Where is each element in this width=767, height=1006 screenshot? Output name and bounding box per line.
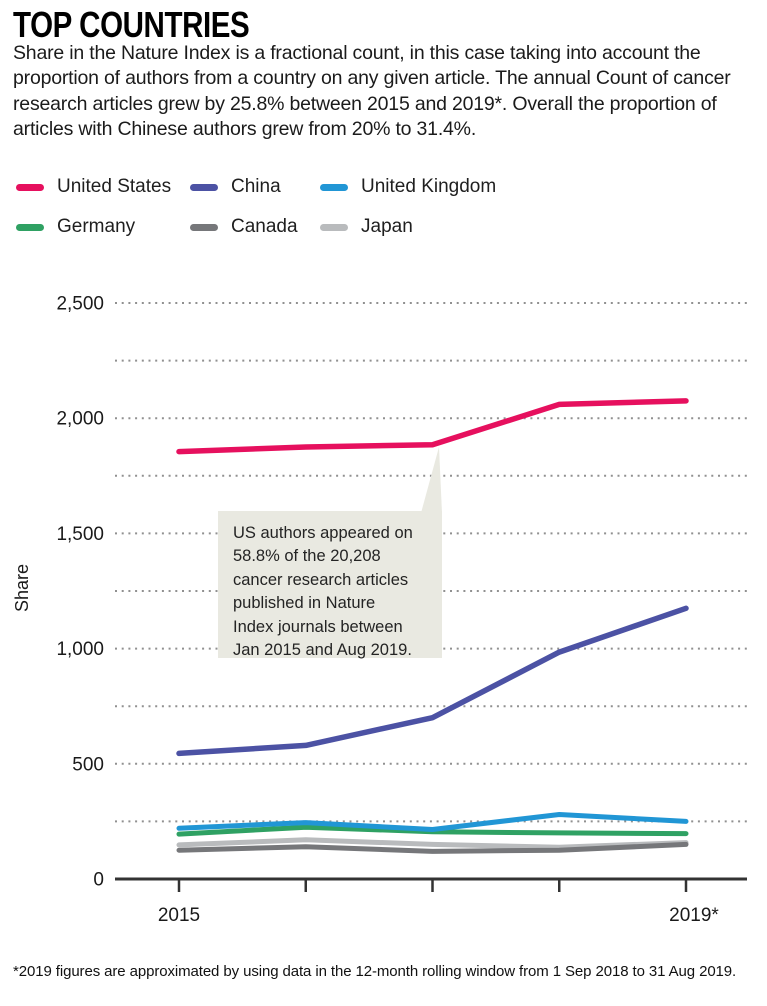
annotation-line: US authors appeared on — [233, 524, 413, 542]
legend-item-germany: Germany — [16, 216, 190, 238]
chart-legend: United States China United Kingdom Germa… — [16, 176, 496, 257]
annotation-line: cancer research articles — [233, 570, 409, 589]
legend-label-china: China — [231, 176, 281, 197]
y-axis-title: Share — [12, 564, 32, 612]
legend-item-united-states: United States — [16, 176, 190, 198]
legend-item-canada: Canada — [190, 216, 320, 238]
series-lines-group — [176, 398, 689, 854]
legend-label-japan: Japan — [361, 216, 413, 237]
legend-swatch-china-icon — [190, 183, 218, 191]
series-line-japan — [176, 837, 689, 850]
annotation-callout: US authors appeared on 58.8% of the 20,2… — [218, 511, 442, 659]
y-tick-label-500: 500 — [72, 754, 104, 775]
y-tick-label-2500: 2,500 — [56, 294, 104, 315]
series-line-united-kingdom — [176, 812, 689, 832]
legend-item-united-kingdom: United Kingdom — [320, 176, 496, 198]
legend-swatch-germany-icon — [16, 223, 44, 231]
annotation-line: Jan 2015 and Aug 2019. — [233, 641, 412, 660]
legend-item-japan: Japan — [320, 216, 413, 238]
legend-swatch-canada-icon — [190, 223, 218, 231]
legend-label-canada: Canada — [231, 216, 298, 237]
annotation-line: published in Nature — [233, 594, 376, 613]
series-line-canada — [176, 841, 689, 854]
legend-row-2: Germany Canada Japan — [16, 216, 496, 238]
x-tick-label-2019: 2019* — [669, 905, 719, 926]
legend-row-1: United States China United Kingdom — [16, 176, 496, 198]
annotation-line: Index journals between — [233, 617, 403, 636]
legend-swatch-japan-icon — [320, 223, 348, 231]
x-tick-label-2015: 2015 — [158, 905, 200, 926]
legend-label-germany: Germany — [57, 216, 136, 237]
legend-swatch-united-kingdom-icon — [320, 183, 348, 191]
y-tick-label-0: 0 — [93, 870, 104, 891]
y-tick-label-1500: 1,500 — [56, 524, 104, 545]
series-line-united-states — [176, 398, 689, 455]
legend-label-united-states: United States — [57, 176, 172, 197]
annotation-line: 58.8% of the 20,208 — [233, 547, 381, 566]
chart-description: Share in the Nature Index is a fractiona… — [13, 42, 731, 141]
legend-swatch-united-states-icon — [16, 183, 44, 191]
y-tick-label-1000: 1,000 — [56, 639, 104, 660]
axis-group: 2,500 2,000 1,500 1,000 500 0 2015 2019* — [56, 294, 747, 926]
footnote: *2019 figures are approximated by using … — [13, 963, 737, 980]
y-tick-label-2000: 2,000 — [56, 409, 104, 430]
legend-label-united-kingdom: United Kingdom — [361, 176, 497, 197]
callout-pointer — [421, 447, 442, 513]
series-line-china — [176, 605, 689, 757]
page-title: TOP COUNTRIES — [13, 4, 250, 45]
legend-item-china: China — [190, 176, 320, 198]
